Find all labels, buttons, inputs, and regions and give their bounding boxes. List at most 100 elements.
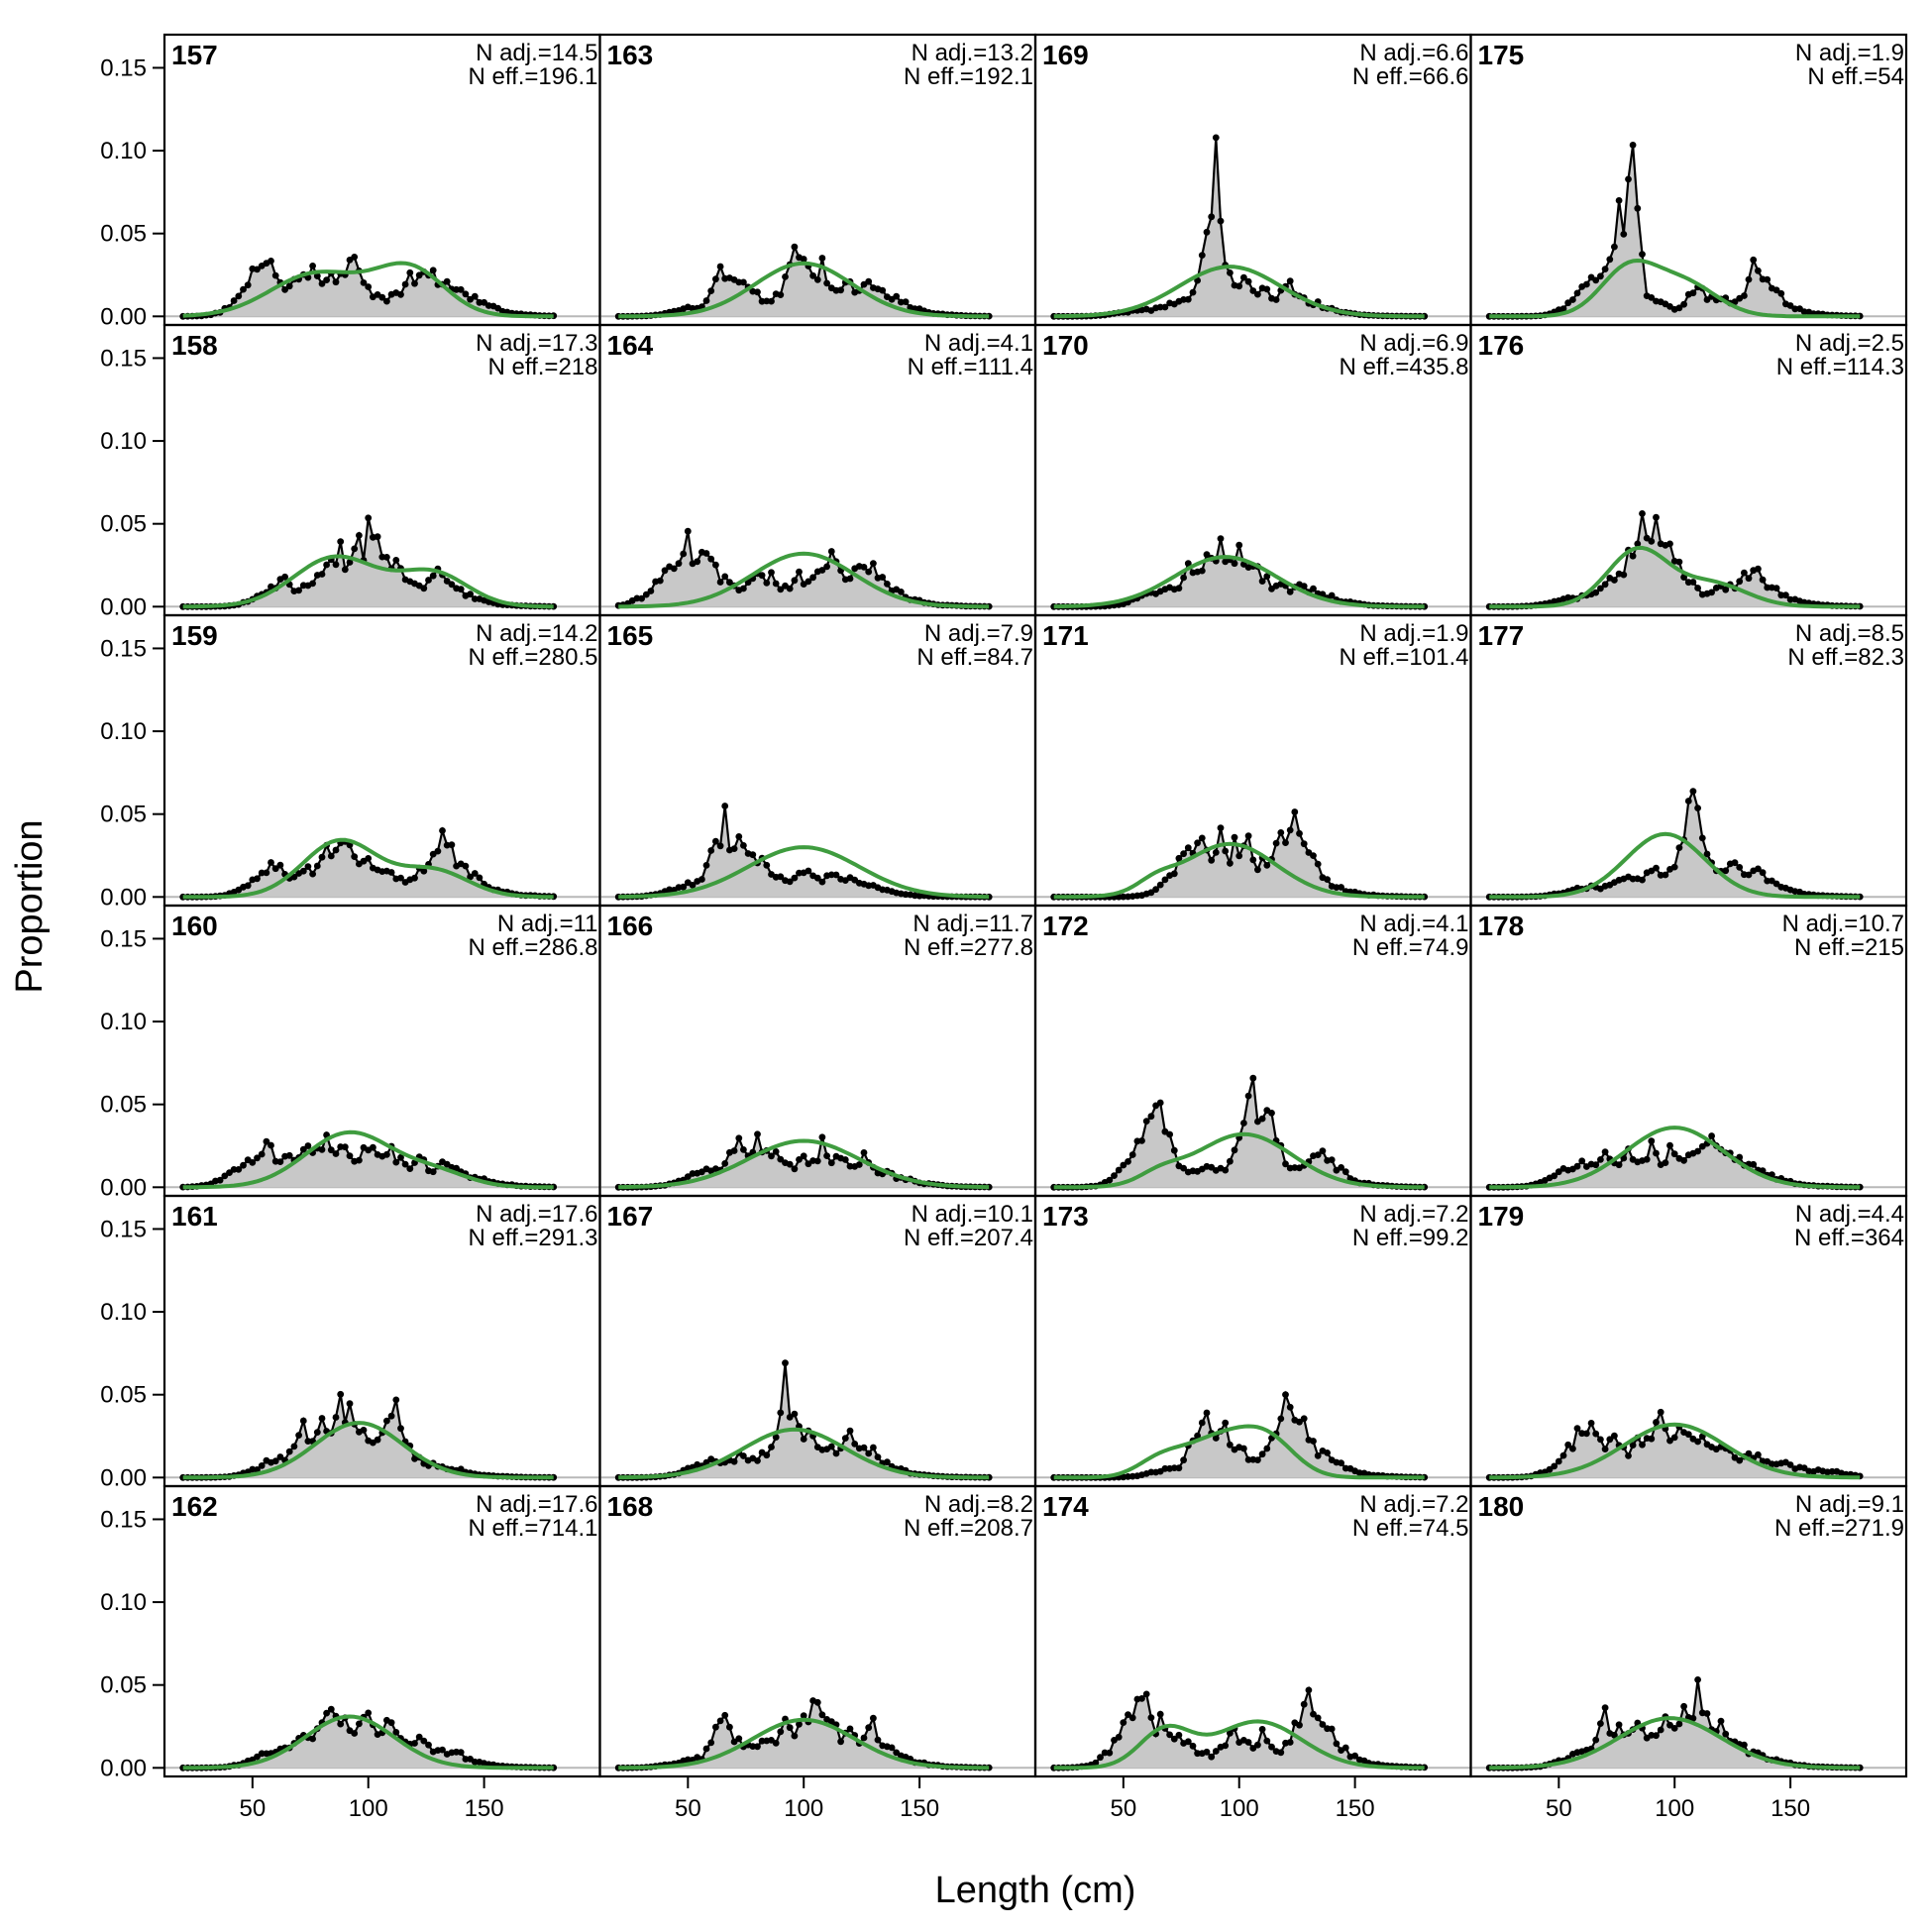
observed-point	[411, 874, 418, 882]
observed-point	[271, 865, 279, 873]
observed-point	[823, 1152, 830, 1159]
observed-point	[309, 1735, 316, 1743]
observed-point	[235, 1166, 243, 1173]
observed-point	[401, 280, 409, 288]
n-eff-label: N eff.=286.8	[469, 934, 598, 961]
observed-point	[276, 1453, 284, 1460]
observed-point	[1156, 303, 1164, 311]
observed-point	[1698, 834, 1706, 842]
observed-point	[1328, 1156, 1336, 1163]
observed-point	[656, 577, 664, 585]
observed-point	[1300, 1700, 1308, 1708]
observed-point	[777, 291, 785, 298]
expected-line	[1489, 1716, 1861, 1771]
observed-point	[841, 1156, 849, 1163]
observed-point	[1161, 303, 1169, 311]
observed-point	[791, 1410, 799, 1418]
observed-point	[818, 567, 826, 574]
observed-point	[429, 1168, 437, 1176]
observed-point	[1138, 1695, 1145, 1702]
observed-point	[818, 255, 826, 262]
observed-area	[618, 531, 990, 607]
observed-point	[392, 1729, 400, 1736]
observed-point	[1097, 1754, 1104, 1762]
observed-point	[1217, 824, 1225, 831]
panel-172: 172 N adj.=4.1N eff.=74.9	[1033, 904, 1472, 1198]
panel-label: 165	[607, 620, 654, 651]
observed-point	[397, 1425, 404, 1433]
observed-area	[1489, 513, 1861, 607]
observed-point	[1314, 1451, 1322, 1459]
x-tick-label: 50	[1546, 1795, 1572, 1822]
n-adj-label: N adj.=7.9	[924, 620, 1033, 647]
observed-point	[1240, 1120, 1247, 1127]
observed-point	[457, 586, 465, 593]
n-adj-label: N adj.=17.6	[476, 1491, 597, 1518]
observed-point	[1222, 1166, 1230, 1174]
observed-point	[323, 1709, 330, 1717]
observed-point	[1741, 1741, 1748, 1749]
observed-point	[1670, 1150, 1678, 1158]
observed-point	[865, 1724, 873, 1732]
observed-point	[1268, 1110, 1275, 1117]
observed-point	[1203, 1409, 1211, 1417]
panel-label: 167	[607, 1201, 654, 1232]
observed-point	[1235, 541, 1243, 549]
expected-line	[618, 845, 990, 900]
observed-point	[453, 1164, 460, 1172]
x-tick-label: 50	[675, 1795, 701, 1822]
observed-point	[1106, 1176, 1114, 1184]
observed-point	[1569, 296, 1576, 303]
y-tick-label: 0.15	[100, 1216, 147, 1242]
observed-point	[1694, 1676, 1701, 1683]
n-adj-label: N adj.=1.9	[1359, 620, 1468, 647]
x-tick-label: 150	[1771, 1795, 1810, 1822]
observed-point	[327, 1146, 335, 1154]
panel-grid: 157 N adj.=14.5N eff.=196.1 158 N adj.=17.3…	[162, 33, 1908, 1778]
observed-point	[1653, 1149, 1660, 1157]
observed-point	[392, 557, 400, 564]
observed-point	[1764, 275, 1771, 283]
observed-point	[1782, 591, 1789, 599]
observed-point	[702, 297, 710, 304]
observed-area	[1489, 1135, 1861, 1188]
observed-point	[346, 559, 354, 566]
observed-point	[309, 580, 316, 588]
observed-point	[1731, 859, 1739, 867]
n-eff-label: N eff.=196.1	[469, 63, 598, 90]
observed-point	[448, 841, 456, 849]
panel-171: 171 N adj.=1.9N eff.=101.4	[1033, 613, 1472, 908]
panel-label: 171	[1042, 620, 1089, 651]
observed-point	[870, 560, 877, 567]
observed-point	[1694, 1438, 1701, 1446]
y-tick-label: 0.10	[100, 138, 147, 164]
y-axis-row-4: 0.00 0.05 0.10 0.15	[100, 925, 164, 1201]
observed-point	[1161, 1464, 1169, 1472]
observed-point	[860, 1734, 868, 1742]
observed-point	[1745, 1449, 1753, 1457]
observed-point	[1166, 1731, 1173, 1739]
observed-point	[1666, 1141, 1673, 1149]
observed-point	[383, 554, 390, 561]
observed-point	[638, 594, 645, 602]
observed-point	[758, 572, 766, 580]
observed-point	[1601, 266, 1609, 272]
observed-point	[786, 878, 794, 886]
observed-point	[707, 555, 715, 563]
panel-frame	[1469, 1484, 1908, 1778]
observed-point	[809, 574, 816, 582]
observed-point	[1629, 552, 1637, 560]
observed-point	[721, 1160, 729, 1167]
observed-point	[1620, 231, 1628, 238]
observed-point	[1689, 788, 1697, 795]
y-tick-label: 0.15	[100, 925, 147, 952]
expected-line	[618, 261, 990, 319]
observed-point	[702, 1745, 710, 1753]
panel-label: 166	[607, 911, 654, 941]
panel-157: 157 N adj.=14.5N eff.=196.1	[162, 33, 601, 327]
observed-point	[401, 1160, 409, 1168]
panel-label: 164	[607, 330, 654, 361]
observed-point	[1592, 1161, 1600, 1169]
observed-point	[1263, 285, 1271, 293]
panel-173: 173 N adj.=7.2N eff.=99.2	[1033, 1194, 1472, 1488]
